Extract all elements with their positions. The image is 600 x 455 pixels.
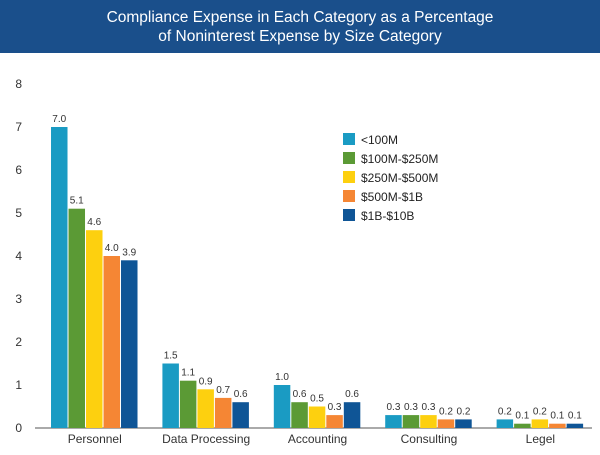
bar — [273, 385, 291, 428]
bar-value-label: 0.1 — [515, 411, 529, 422]
legend-swatch — [343, 190, 355, 202]
bar-value-label: 0.3 — [387, 402, 401, 413]
bar — [343, 402, 361, 428]
bar — [197, 389, 214, 428]
y-tick-label: 5 — [15, 206, 22, 220]
bar — [179, 380, 197, 428]
bar-value-label: 4.0 — [105, 243, 119, 254]
bar — [121, 260, 138, 428]
bar — [514, 423, 531, 428]
chart-area: 0 1 2 3 4 5 6 7 8 7.0 5.1 4.6 4.0 3.9 Personnel 1.5 1.1 0… — [0, 53, 600, 450]
legend-swatch — [343, 209, 355, 221]
y-tick-label: 7 — [15, 120, 22, 134]
bar — [51, 127, 68, 428]
legend-label: $250M-$500M — [361, 171, 438, 185]
bar — [103, 256, 121, 428]
legend-swatch — [343, 171, 355, 183]
chart-title-banner: Compliance Expense in Each Category as a… — [0, 0, 600, 53]
legend-swatch — [343, 152, 355, 164]
bar-value-label: 0.3 — [422, 402, 436, 413]
bar — [385, 415, 402, 428]
legend-swatch — [343, 133, 355, 145]
bar-value-label: 0.2 — [498, 406, 512, 417]
bar-value-label: 3.9 — [122, 247, 136, 258]
bar-value-label: 1.1 — [181, 368, 195, 379]
bar-value-label: 7.0 — [52, 114, 66, 125]
bar-value-label: 1.5 — [164, 351, 178, 362]
bar — [496, 419, 514, 428]
legend-label: $500M-$1B — [361, 190, 423, 204]
x-category-label: Data Processing — [162, 432, 250, 446]
bar-value-label: 0.2 — [533, 406, 547, 417]
bar — [531, 419, 549, 428]
bar — [308, 406, 326, 428]
bar — [326, 415, 343, 428]
bar-value-label: 1.0 — [275, 372, 289, 383]
bar — [566, 423, 584, 428]
bar-value-label: 4.6 — [87, 217, 101, 228]
bar-value-label: 0.2 — [439, 406, 453, 417]
bar — [162, 363, 179, 428]
bar-value-label: 0.9 — [199, 376, 213, 387]
bar-value-label: 0.7 — [216, 385, 230, 396]
bar — [86, 230, 103, 428]
bar-value-label: 0.3 — [328, 402, 342, 413]
bar-value-label: 0.1 — [568, 411, 582, 422]
bar-value-label: 0.6 — [234, 389, 248, 400]
x-category-label: Consulting — [401, 432, 458, 446]
bar-value-label: 0.2 — [457, 406, 471, 417]
bar — [232, 402, 249, 428]
chart-title-line-2: of Noninterest Expense by Size Category — [158, 28, 442, 45]
bar — [402, 415, 420, 428]
legend-label: <100M — [361, 133, 398, 147]
y-tick-label: 3 — [15, 292, 22, 306]
legend-label: $100M-$250M — [361, 152, 438, 166]
bar-chart: 0 1 2 3 4 5 6 7 8 7.0 5.14.6 4.0 3.9 Personnel 1.51.1 0… — [15, 77, 592, 446]
y-tick-label: 6 — [15, 163, 22, 177]
bar — [549, 423, 566, 428]
bar-value-label: 0.1 — [550, 411, 564, 422]
y-tick-label: 0 — [15, 421, 22, 435]
x-category-label: Accounting — [288, 432, 347, 446]
bar — [291, 402, 308, 428]
x-category-label: Legel — [526, 432, 555, 446]
legend-label: $1B-$10B — [361, 209, 414, 223]
bar-value-label: 0.6 — [293, 389, 307, 400]
y-tick-label: 1 — [15, 378, 22, 392]
bar — [420, 415, 437, 428]
y-tick-label: 8 — [15, 77, 22, 91]
bar — [437, 419, 455, 428]
bar — [68, 208, 86, 428]
bar-value-label: 0.3 — [404, 402, 418, 413]
bar — [214, 397, 232, 428]
y-tick-label: 2 — [15, 335, 22, 349]
bar-value-label: 0.5 — [310, 394, 324, 405]
x-category-label: Personnel — [68, 432, 122, 446]
bar-value-label: 0.6 — [345, 389, 359, 400]
y-tick-label: 4 — [15, 249, 22, 263]
bar-value-label: 5.1 — [70, 196, 84, 207]
bar — [455, 419, 472, 428]
chart-title-line-1: Compliance Expense in Each Category as a… — [106, 9, 494, 26]
